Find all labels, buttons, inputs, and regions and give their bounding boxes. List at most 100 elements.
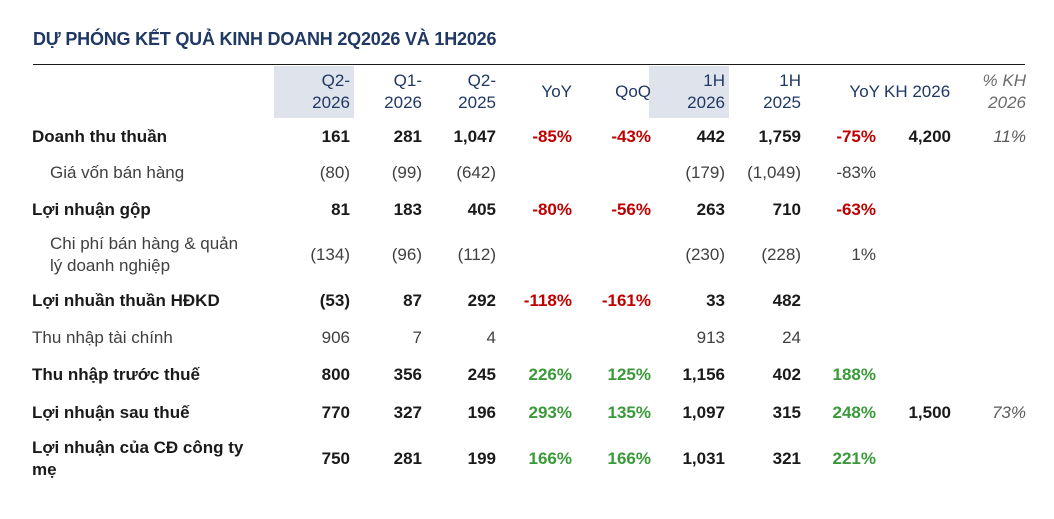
cell-q1-2026: 7 [412, 327, 422, 347]
col-1h-2026: 1H 2026 [687, 71, 725, 112]
cell-1h-2025: 710 [772, 199, 801, 219]
cell-kh-2026 [880, 228, 955, 282]
cell-pct-kh-2026: 11% [993, 126, 1026, 146]
table-row: Lợi nhuận sau thuế 770 327 196 293% 135%… [30, 394, 1030, 431]
cell-q2-2026: 800 [321, 365, 350, 384]
h1-2026-header-highlight [649, 66, 729, 118]
table-row: Giá vốn bán hàng (80) (99) (642) (179) (… [30, 155, 1030, 191]
table-row: Thu nhập trước thuế 800 356 245 226% 125… [30, 356, 1030, 394]
cell-q2-2025: 196 [467, 402, 496, 422]
cell-pct-kh-2026: 73% [991, 402, 1026, 422]
cell-pct-kh-2026 [955, 356, 1030, 394]
cell-q1-2026: 327 [393, 402, 422, 422]
cell-yoy: 226% [528, 365, 572, 384]
row-label: Lợi nhuận gộp [32, 199, 151, 219]
cell-1h-2025: 315 [772, 402, 801, 422]
col-qoq: QoQ [615, 82, 651, 101]
cell-1h-2025: 321 [772, 449, 801, 468]
row-label: Chi phí bán hàng & quản lý doanh nghiệp [50, 234, 239, 275]
cell-1h-2026: 913 [696, 327, 725, 347]
cell-q2-2025: 245 [467, 365, 496, 384]
cell-qoq: 125% [607, 365, 651, 384]
cell-kh-2026 [880, 282, 955, 319]
col-q1-2026: Q1- 2026 [384, 71, 422, 112]
cell-q2-2025: (112) [457, 245, 496, 264]
cell-yoy-1h: -83% [836, 163, 876, 182]
cell-yoy-1h [805, 319, 880, 356]
cell-yoy: -80% [532, 199, 572, 219]
cell-q2-2026: (134) [310, 245, 350, 264]
row-label: Lợi nhuận của CĐ công ty mẹ [32, 438, 244, 479]
col-q2-2025: Q2- 2025 [458, 71, 496, 112]
cell-qoq: -56% [611, 199, 651, 219]
cell-1h-2026: 1,031 [682, 449, 725, 468]
cell-yoy [500, 319, 576, 356]
cell-q2-2026: 906 [321, 327, 350, 347]
col-1h-2025: 1H 2025 [763, 71, 801, 112]
col-pct-kh-2026: % KH 2026 [982, 71, 1026, 112]
cell-yoy-1h: -63% [836, 199, 876, 219]
cell-1h-2025: 402 [772, 365, 801, 384]
cell-q1-2026: (99) [391, 163, 422, 182]
cell-pct-kh-2026 [955, 319, 1030, 356]
cell-yoy-1h: 248% [832, 402, 876, 422]
results-table: Q2- 2026 Q1- 2026 Q2- 2025 YoY QoQ 1H 2026 1… [30, 66, 1030, 487]
table-row: Doanh thu thuần 161 281 1,047 -85% -43% … [30, 118, 1030, 155]
cell-q2-2025: 405 [467, 199, 496, 219]
cell-pct-kh-2026 [955, 155, 1030, 191]
header-row: Q2- 2026 Q1- 2026 Q2- 2025 YoY QoQ 1H 2026 1… [30, 66, 1030, 118]
col-q2-2026: Q2- 2026 [312, 71, 350, 112]
cell-1h-2026: 33 [706, 290, 725, 310]
cell-yoy-1h: 221% [832, 449, 876, 468]
cell-q1-2026: 356 [393, 365, 422, 384]
cell-kh-2026 [880, 191, 955, 228]
cell-q1-2026: 281 [393, 449, 422, 468]
cell-q1-2026: (96) [391, 245, 422, 264]
cell-pct-kh-2026 [955, 431, 1030, 487]
cell-yoy: 293% [528, 402, 572, 422]
col-yoy: YoY [541, 82, 572, 101]
cell-q2-2026: 750 [321, 449, 350, 468]
cell-1h-2026: 442 [696, 126, 725, 146]
cell-q2-2025: 292 [467, 290, 496, 310]
cell-1h-2025: (228) [761, 245, 801, 264]
cell-yoy-1h [805, 282, 880, 319]
cell-q2-2025: (642) [456, 163, 496, 182]
cell-yoy: -118% [523, 290, 572, 310]
cell-yoy: 166% [528, 449, 572, 468]
cell-qoq: -161% [601, 290, 651, 310]
table-row: Lợi nhuận của CĐ công ty mẹ 750 281 199 … [30, 431, 1030, 487]
cell-q2-2026: (53) [319, 290, 350, 310]
cell-kh-2026: 4,200 [908, 126, 951, 146]
cell-q2-2026: 161 [321, 126, 350, 146]
row-label: Thu nhập trước thuế [32, 365, 200, 384]
row-label: Doanh thu thuần [32, 126, 168, 146]
cell-q1-2026: 281 [393, 126, 422, 146]
cell-1h-2025: 482 [772, 290, 801, 310]
cell-q2-2025: 4 [486, 327, 496, 347]
cell-yoy-1h: 188% [832, 365, 876, 384]
cell-q2-2026: (80) [319, 163, 350, 182]
report-title: DỰ PHÓNG KẾT QUẢ KINH DOANH 2Q2026 VÀ 1H… [33, 29, 497, 49]
cell-1h-2026: (179) [685, 163, 725, 182]
cell-yoy [500, 228, 576, 282]
cell-kh-2026: 1,500 [908, 402, 951, 422]
cell-1h-2025: (1,049) [747, 163, 801, 182]
cell-q2-2026: 81 [331, 199, 350, 219]
cell-pct-kh-2026 [955, 191, 1030, 228]
cell-qoq: -43% [611, 126, 651, 146]
cell-1h-2026: 263 [696, 199, 725, 219]
cell-1h-2026: 1,156 [682, 365, 725, 384]
cell-kh-2026 [880, 319, 955, 356]
table-row: Lợi nhuần thuần HĐKD (53) 87 292 -118% -… [30, 282, 1030, 319]
cell-qoq [576, 319, 655, 356]
title-rule [33, 64, 1025, 65]
cell-yoy-1h: -75% [836, 126, 876, 146]
cell-q2-2025: 1,047 [453, 126, 496, 146]
table-row: Lợi nhuận gộp 81 183 405 -80% -56% 263 7… [30, 191, 1030, 228]
row-label: Thu nhập tài chính [32, 327, 173, 347]
cell-qoq: 166% [607, 449, 651, 468]
cell-q1-2026: 183 [393, 199, 422, 219]
row-label: Lợi nhuận sau thuế [32, 402, 190, 422]
cell-kh-2026 [880, 155, 955, 191]
